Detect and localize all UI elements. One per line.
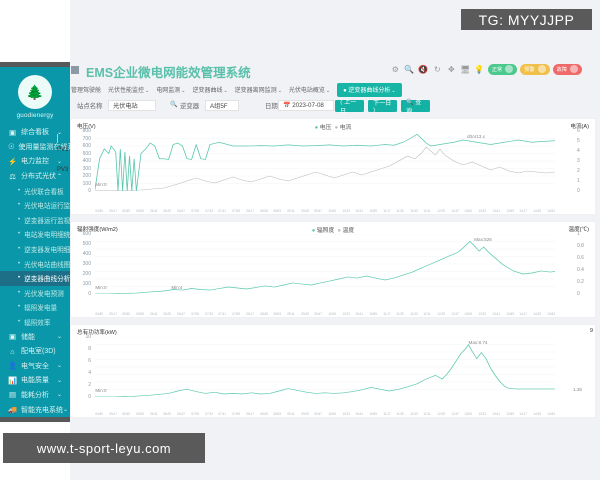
svg-text:🌲: 🌲 (26, 84, 43, 101)
